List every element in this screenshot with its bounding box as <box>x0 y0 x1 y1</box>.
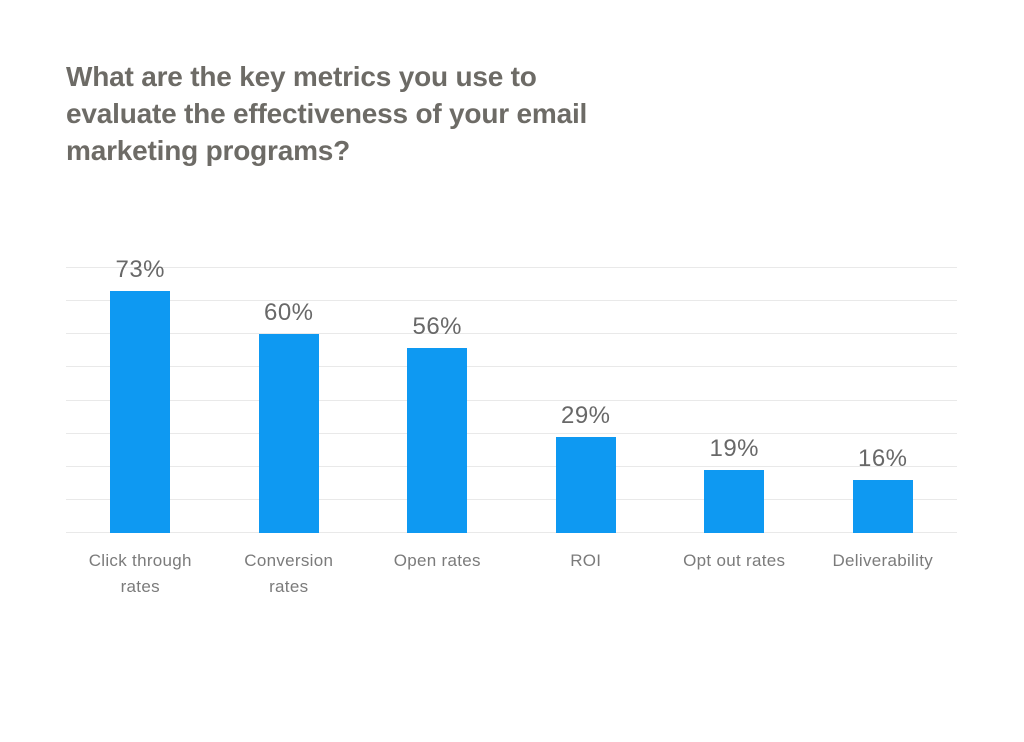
gridline <box>66 465 957 467</box>
bar-column-conversion-rates: 60% <box>215 268 364 533</box>
bars: 73% 60% 56% 29% 19% 16% <box>66 256 958 533</box>
category-label-click-through-rates: Click through rates <box>88 551 192 596</box>
gridline <box>66 399 957 401</box>
category-label-conversion-rates: Conversion rates <box>244 551 334 596</box>
gridline <box>66 432 957 434</box>
category-label-open-rates: Open rates <box>393 551 481 570</box>
category-label-cell-roi: ROI <box>512 548 661 600</box>
bar-chart-plot-area: 73% 60% 56% 29% 19% 16% <box>66 256 958 533</box>
chart-title-line-1: What are the key metrics you use to <box>66 61 537 92</box>
bar-column-opt-out-rates: 19% <box>660 268 809 533</box>
chart-bar-roi <box>555 436 616 533</box>
category-labels: Click through rates Conversion rates Open … <box>66 548 957 600</box>
category-label-roi: ROI <box>570 551 602 570</box>
chart-bar-click-through-rates <box>110 291 171 533</box>
bar-value-label-roi: 29% <box>560 401 611 429</box>
gridline <box>66 532 957 533</box>
category-label-cell-opt-out-rates: Opt out rates <box>660 548 809 600</box>
category-label-cell-conversion-rates: Conversion rates <box>215 548 364 600</box>
chart-bar-deliverability <box>852 480 913 533</box>
bar-column-roi: 29% <box>512 268 661 533</box>
gridline <box>66 333 957 335</box>
bar-value-label-deliverability: 16% <box>857 445 908 472</box>
gridline <box>66 366 957 368</box>
bar-column-click-through-rates: 73% <box>66 256 215 533</box>
bar-value-label-click-through-rates: 73% <box>115 256 166 284</box>
category-label-cell-deliverability: Deliverability <box>809 548 958 600</box>
bar-value-label-open-rates: 56% <box>412 312 463 340</box>
gridline <box>66 267 957 268</box>
gridline <box>66 498 957 500</box>
bar-value-label-conversion-rates: 60% <box>263 299 314 327</box>
category-label-cell-open-rates: Open rates <box>363 548 512 600</box>
chart-bar-opt-out-rates <box>704 470 765 533</box>
category-label-opt-out-rates: Opt out rates <box>683 551 786 570</box>
category-label-deliverability: Deliverability <box>832 551 934 570</box>
bar-column-deliverability: 16% <box>809 268 958 533</box>
chart-title: What are the key metrics you use to eval… <box>66 58 766 169</box>
category-label-cell-click-through-rates: Click through rates <box>66 548 215 600</box>
chart-title-line-3: marketing programs? <box>66 135 351 166</box>
chart-bar-conversion-rates <box>258 334 319 533</box>
bar-value-label-opt-out-rates: 19% <box>709 435 760 463</box>
gridline <box>66 300 957 302</box>
bar-column-open-rates: 56% <box>363 268 512 533</box>
chart-bar-open-rates <box>407 347 468 533</box>
gridlines <box>66 267 957 533</box>
chart-title-line-2: evaluate the effectiveness of your email <box>66 98 588 129</box>
